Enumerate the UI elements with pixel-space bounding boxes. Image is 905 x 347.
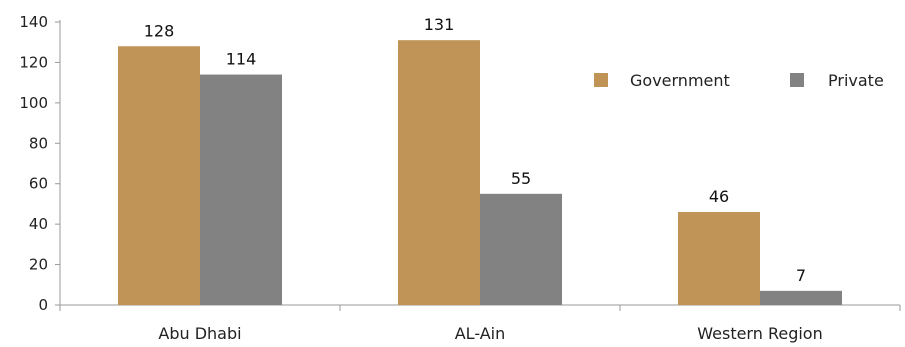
y-tick-label: 120 [19, 53, 48, 71]
bar-government [398, 40, 480, 305]
data-labels: 128 114 131 55 46 7 [144, 15, 806, 285]
legend-label-government: Government [630, 71, 730, 90]
data-label: 128 [144, 21, 175, 40]
y-tick-label: 40 [29, 215, 48, 233]
x-axis: Abu Dhabi AL-Ain Western Region [59, 304, 901, 343]
data-label: 55 [511, 169, 531, 188]
bar-private [760, 290, 842, 305]
data-label: 131 [424, 15, 455, 34]
y-tick-label: 140 [19, 13, 48, 31]
y-tick-label: 0 [38, 296, 48, 314]
bars [118, 40, 842, 305]
y-tick-label: 60 [29, 175, 48, 193]
legend: Government Private [594, 71, 884, 90]
legend-swatch-private [790, 73, 804, 87]
y-tick-label: 80 [29, 134, 48, 152]
y-axis: 0 20 40 60 80 100 120 140 [19, 13, 61, 314]
bar-government [118, 46, 200, 305]
bar-government [678, 212, 760, 305]
legend-label-private: Private [828, 71, 884, 90]
data-label: 7 [796, 266, 806, 285]
x-tick-label: AL-Ain [455, 324, 506, 343]
y-tick-label: 100 [19, 94, 48, 112]
bar-private [200, 74, 282, 305]
data-label: 46 [709, 187, 729, 206]
x-tick-label: Abu Dhabi [158, 324, 241, 343]
x-tick-label: Western Region [697, 324, 822, 343]
bar-private [480, 193, 562, 305]
legend-swatch-government [594, 73, 608, 87]
y-tick-label: 20 [29, 256, 48, 274]
data-label: 114 [226, 50, 257, 69]
